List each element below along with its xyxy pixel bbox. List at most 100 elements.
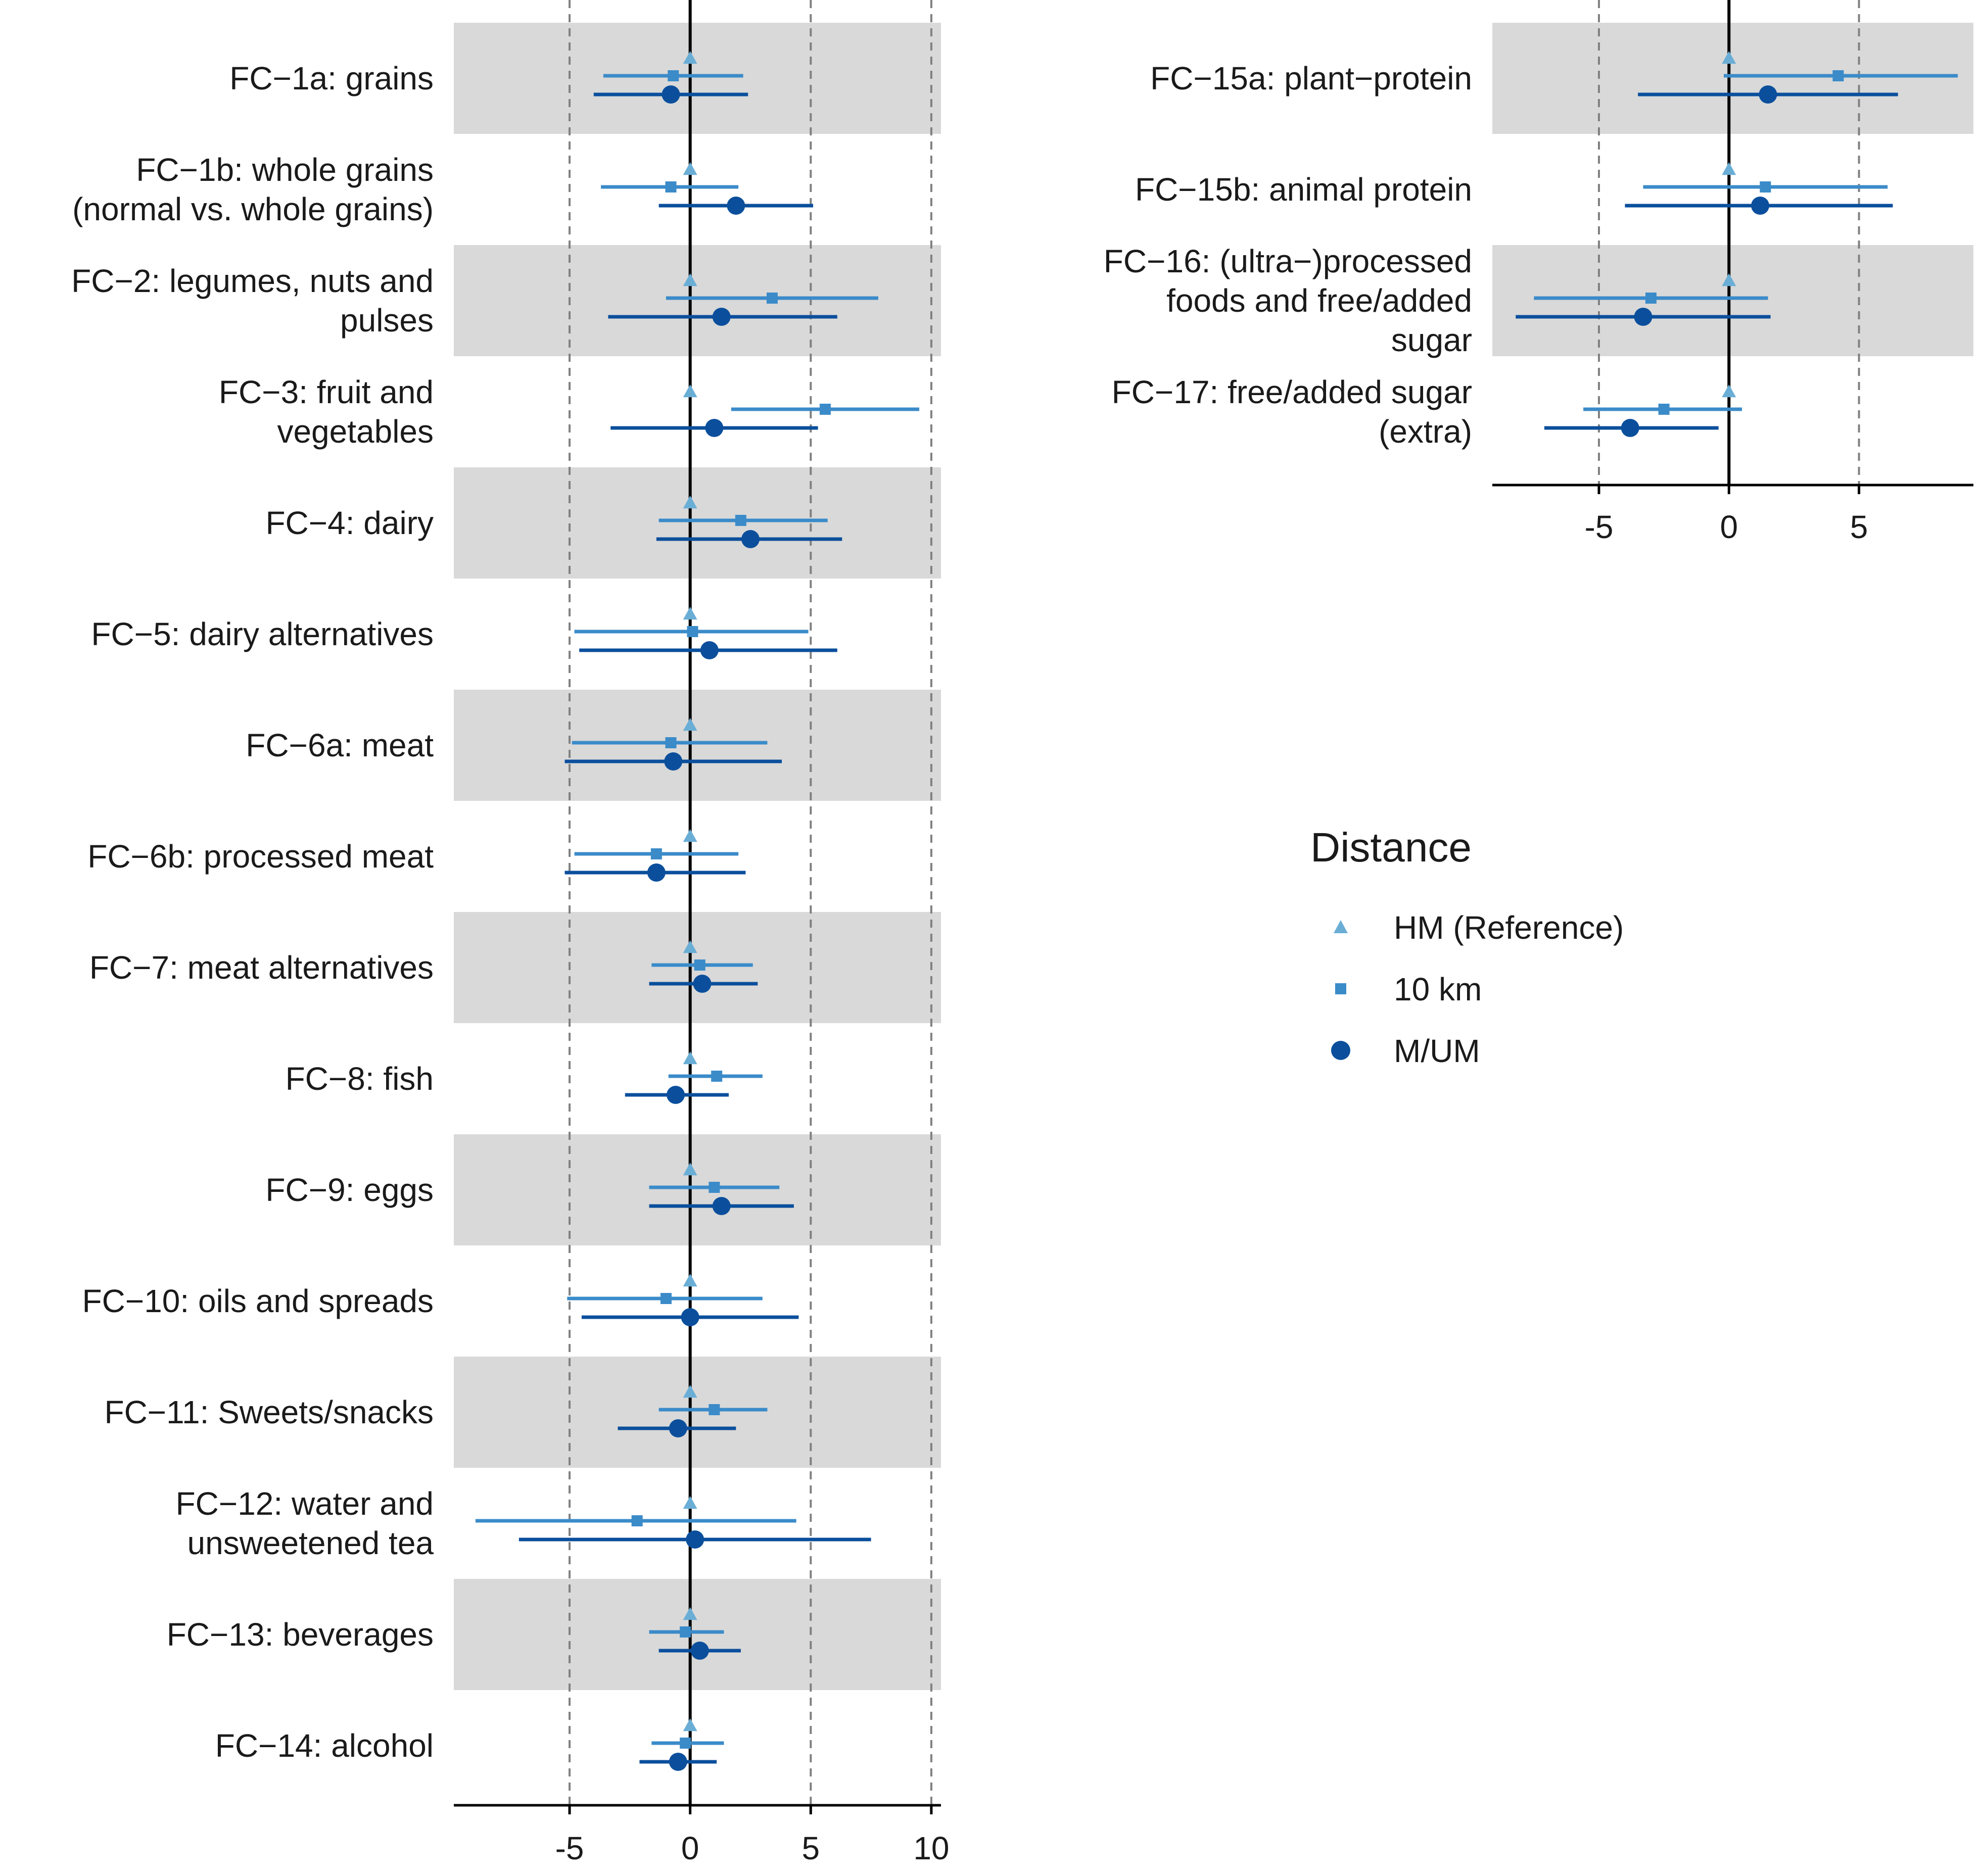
hm-reference-marker [683,273,697,286]
row-band [1492,23,1973,134]
mum-marker [664,752,683,771]
hm-reference-marker [683,829,697,842]
x-tick-label: 10 [913,1830,949,1866]
row-label-line: sugar [1391,322,1472,358]
row-label: FC−2: legumes, nuts and pulses [71,263,434,339]
row-label-line: FC−4: dairy [265,505,434,541]
hm-reference-marker [1722,51,1736,64]
row-band [1492,245,1973,356]
row-label-line: FC−14: alcohol [215,1727,434,1764]
km10-marker [650,848,662,859]
row-label: FC−15b: animal protein [1135,171,1472,208]
km10-marker [665,181,677,193]
hm-reference-marker [683,607,697,620]
row-label-line: FC−1b: whole grains [136,152,434,188]
row-label: FC−1a: grains [229,60,434,97]
row-label-line: FC−15b: animal protein [1135,171,1472,208]
mum-marker [662,85,680,104]
mum-marker [712,308,731,326]
mum-marker [705,419,724,437]
row-band [454,1134,941,1245]
hm-reference-marker [683,1496,697,1509]
hm-reference-marker [683,1718,697,1731]
km10-marker [766,293,778,304]
hm-reference-marker [1722,162,1736,175]
hm-reference-marker [1722,384,1736,398]
row-label: FC−9: eggs [265,1172,434,1208]
mum-marker [669,1753,687,1771]
mum-marker [690,1642,709,1660]
hm-reference-marker [683,496,697,509]
x-tick-label: -5 [1585,509,1614,545]
row-label-line: FC−16: (ultra−)processed [1104,243,1472,279]
hm-reference-marker [683,1051,697,1065]
x-tick-label: 0 [681,1830,699,1866]
hm-reference-marker [683,162,697,175]
x-tick-label: 5 [1850,509,1868,545]
mum-marker [647,863,666,882]
row-label: FC−1b: whole grains (normal vs. whole gra… [72,152,434,227]
legend-triangle-icon [1334,920,1348,933]
row-band [454,1579,941,1690]
mum-marker [667,1086,685,1104]
row-label: FC−3: fruit and vegetables [219,374,434,450]
row-label-line: (normal vs. whole grains) [72,191,434,227]
row-label-line: FC−2: legumes, nuts and [71,263,434,299]
row-label-line: FC−8: fish [286,1061,434,1097]
row-label-line: FC−17: free/added sugar [1112,374,1472,410]
km10-marker [735,515,746,526]
panel-right: -5 0 5 FC−15a: plant−protein FC−15b: animal … [1104,0,1973,545]
row-label-line: FC−6b: processed meat [87,838,434,875]
x-tick-label: 5 [802,1830,820,1866]
mum-marker [1621,419,1639,437]
hm-reference-marker [683,1385,697,1398]
row-band [454,690,941,801]
row-label-line: FC−1a: grains [229,60,434,97]
legend-circle-icon [1331,1041,1350,1060]
row-label: FC−14: alcohol [215,1727,434,1764]
row-label-line: FC−10: oils and spreads [82,1283,434,1319]
mum-marker [1759,85,1777,104]
km10-marker [668,70,679,81]
row-label-line: FC−9: eggs [265,1172,434,1208]
km10-marker [1658,404,1670,415]
x-tick-label: -5 [555,1830,584,1866]
row-label-line: FC−13: beverages [167,1616,434,1653]
legend-item-label: HM (Reference) [1394,909,1624,946]
x-tick-label: 0 [1720,509,1738,545]
mum-marker [686,1530,704,1549]
km10-marker [680,1738,691,1749]
row-label: FC−17: free/added sugar (extra) [1112,374,1472,450]
row-label: FC−5: dairy alternatives [91,616,434,652]
legend-item-label: 10 km [1394,971,1482,1007]
row-band [454,23,941,134]
km10-marker [1645,293,1657,304]
km10-marker [1760,181,1771,193]
mum-marker [741,530,760,548]
row-label: FC−16: (ultra−)processed foods and free/a… [1104,243,1472,358]
km10-marker [687,626,698,637]
km10-marker [694,959,705,971]
km10-marker [819,404,831,415]
row-label: FC−8: fish [286,1061,434,1097]
km10-marker [709,1404,720,1415]
row-label: FC−7: meat alternatives [89,949,434,986]
legend-item-label: M/UM [1394,1033,1480,1069]
hm-reference-marker [683,51,697,64]
hm-reference-marker [683,384,697,398]
panel-left: -5 0 5 10 FC−1a: grains FC−1b: whole grains (n… [71,0,950,1866]
row-label: FC−4: dairy [265,505,434,541]
row-label: FC−13: beverages [167,1616,434,1653]
row-label: FC−12: water and unsweetened tea [176,1485,434,1561]
mum-marker [727,197,745,215]
row-band [454,1357,941,1468]
row-label-line: FC−6a: meat [246,727,434,763]
mum-marker [1751,197,1770,215]
hm-reference-marker [683,940,697,953]
row-label-line: FC−5: dairy alternatives [91,616,434,652]
mum-marker [712,1197,731,1215]
mum-marker [700,641,719,659]
row-label-line: (extra) [1379,413,1472,450]
mum-marker [693,975,712,993]
